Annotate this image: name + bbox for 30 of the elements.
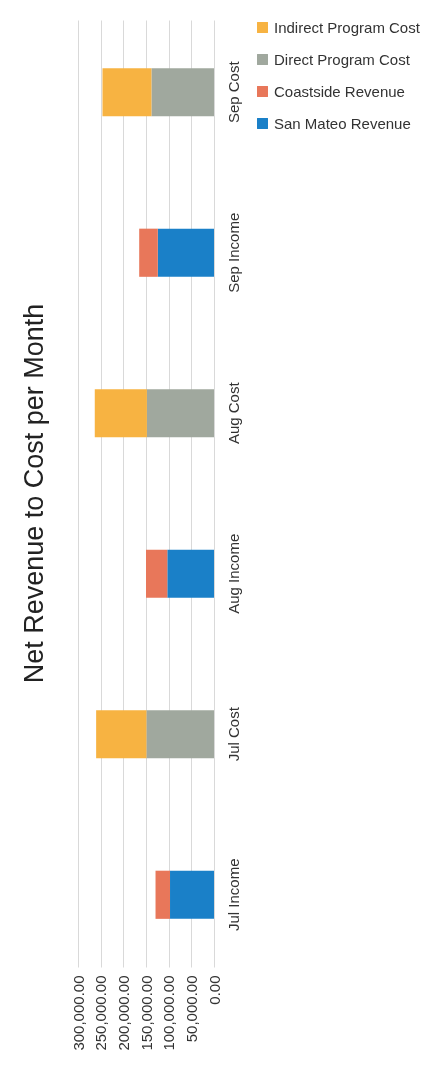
legend-label: San Mateo Revenue	[274, 114, 411, 132]
y-tick-label: Jul Cost	[224, 706, 242, 762]
legend-label: Coastside Revenue	[274, 82, 405, 100]
bar	[146, 549, 168, 598]
text: Net Revenue to Cost per Month	[19, 303, 49, 684]
bar	[139, 228, 158, 277]
y-tick-label: Sep Cost	[224, 60, 242, 124]
bar	[155, 870, 171, 919]
bar	[146, 710, 214, 759]
y-tick-label: Sep Income	[224, 212, 242, 293]
x-tick-label: 300,000.00	[69, 975, 87, 1051]
bar	[146, 389, 214, 438]
x-tick-label: 150,000.00	[137, 975, 155, 1051]
x-tick-label: 100,000.00	[160, 975, 178, 1051]
y-tick-label: Aug Income	[224, 533, 242, 614]
legend-label: Indirect Program Cost	[274, 18, 421, 36]
x-tick-label: 250,000.00	[92, 975, 110, 1051]
bar	[157, 228, 214, 277]
bar	[170, 870, 214, 919]
x-tick-label: 50,000.00	[182, 975, 200, 1043]
x-tick-label: 0.00	[205, 975, 223, 1005]
legend-label: Direct Program Cost	[274, 50, 411, 68]
bar	[94, 389, 147, 438]
bar	[96, 710, 147, 759]
y-tick-label: Aug Cost	[224, 381, 242, 445]
bar	[167, 549, 214, 598]
bar	[102, 68, 152, 117]
y-tick-label: Jul Income	[224, 858, 242, 932]
bar	[151, 68, 214, 117]
x-tick-label: 200,000.00	[114, 975, 132, 1051]
